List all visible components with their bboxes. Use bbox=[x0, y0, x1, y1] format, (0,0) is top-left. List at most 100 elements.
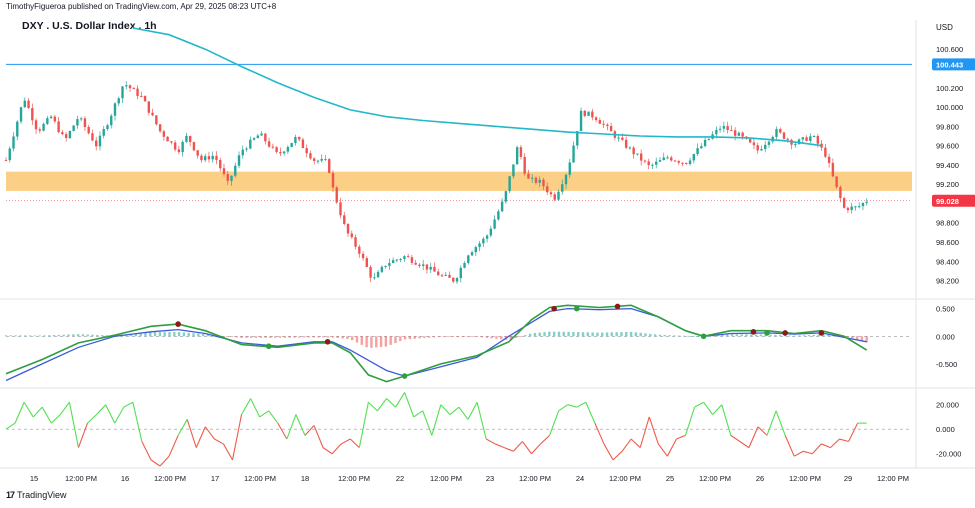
oscillator-segment bbox=[377, 398, 387, 412]
tradingview-logo-icon: 17 bbox=[6, 490, 15, 500]
time-tick-label: 12:00 PM bbox=[699, 474, 731, 483]
candle bbox=[470, 252, 474, 256]
oscillator-segment bbox=[186, 419, 197, 448]
histogram-bar bbox=[298, 336, 301, 338]
tradingview-brand: TradingView bbox=[17, 490, 67, 500]
candle bbox=[57, 121, 60, 133]
histogram-bar bbox=[379, 336, 383, 348]
histogram-bar bbox=[735, 334, 739, 337]
cross-marker bbox=[750, 329, 757, 335]
candle bbox=[493, 219, 496, 229]
time-tick-label: 12:00 PM bbox=[519, 474, 551, 483]
histogram-bar bbox=[293, 336, 296, 338]
signal-line bbox=[5, 307, 867, 382]
oscillator-tick-label: 0.000 bbox=[936, 425, 955, 434]
histogram-bar bbox=[629, 331, 633, 337]
candle bbox=[23, 100, 26, 108]
oscillator-segment bbox=[603, 443, 614, 461]
oscillator-segment bbox=[648, 416, 659, 445]
time-tick-label: 12:00 PM bbox=[338, 474, 370, 483]
oscillator-segment bbox=[132, 402, 143, 442]
candle bbox=[707, 138, 711, 140]
oscillator-segment bbox=[521, 441, 532, 455]
candle bbox=[842, 198, 846, 208]
candle bbox=[12, 136, 15, 149]
histogram-bar bbox=[822, 334, 825, 337]
tradingview-footer[interactable]: 17 TradingView bbox=[6, 490, 67, 500]
candle bbox=[68, 131, 72, 138]
candle bbox=[16, 121, 19, 137]
histogram-bar bbox=[687, 335, 690, 337]
oscillator-segment bbox=[567, 404, 577, 408]
candle bbox=[662, 157, 665, 161]
time-tick-label: 12:00 PM bbox=[244, 474, 276, 483]
candle bbox=[489, 228, 493, 236]
histogram-bar bbox=[807, 335, 811, 337]
histogram-bar bbox=[802, 335, 806, 337]
candle bbox=[173, 142, 177, 150]
histogram-bar bbox=[163, 332, 166, 337]
histogram-bar bbox=[288, 336, 291, 338]
price-tick-label: 100.000 bbox=[936, 103, 963, 112]
histogram-bar bbox=[317, 336, 320, 338]
candle bbox=[865, 201, 868, 203]
candle bbox=[523, 156, 526, 174]
candle bbox=[388, 263, 391, 266]
candle bbox=[542, 179, 545, 187]
candle bbox=[786, 138, 789, 140]
candle bbox=[632, 147, 635, 155]
candle bbox=[358, 246, 361, 254]
candle bbox=[594, 117, 598, 121]
histogram-bar bbox=[28, 335, 32, 337]
oscillator-segment bbox=[657, 443, 668, 457]
time-tick-label: 22 bbox=[396, 474, 404, 483]
histogram-bar bbox=[360, 336, 364, 345]
candle bbox=[591, 111, 594, 118]
oscillator-segment bbox=[114, 406, 125, 424]
oscillator-segment bbox=[712, 404, 723, 415]
histogram-bar bbox=[509, 336, 513, 340]
histogram-bar bbox=[860, 336, 864, 341]
candle bbox=[211, 155, 214, 160]
time-tick-label: 23 bbox=[486, 474, 494, 483]
candle bbox=[703, 139, 707, 147]
candle bbox=[406, 256, 410, 258]
candle bbox=[282, 151, 286, 154]
histogram-bar bbox=[43, 335, 46, 337]
histogram-bar bbox=[336, 336, 339, 339]
price-tick-label: 99.800 bbox=[936, 122, 959, 131]
candle bbox=[752, 142, 756, 146]
oscillator-segment bbox=[150, 459, 161, 467]
histogram-bar bbox=[153, 332, 157, 337]
histogram-bar bbox=[302, 336, 306, 338]
candle bbox=[677, 161, 680, 163]
candle bbox=[448, 274, 451, 278]
oscillator-tick-label: -20.000 bbox=[936, 450, 961, 459]
candle bbox=[215, 155, 218, 160]
candle bbox=[391, 260, 395, 264]
histogram-bar bbox=[519, 336, 522, 338]
candle bbox=[508, 176, 511, 192]
candle bbox=[827, 156, 831, 163]
time-axis: 15 12:00 PM 16 12:00 PM 17 12:00 PM 18 12:00 PM… bbox=[30, 474, 909, 483]
oscillator-segment bbox=[123, 401, 134, 408]
candle bbox=[373, 277, 376, 279]
histogram-bar bbox=[437, 336, 440, 338]
candle bbox=[320, 158, 323, 161]
candle bbox=[857, 206, 861, 208]
oscillator-segment bbox=[821, 443, 831, 449]
candle bbox=[42, 123, 45, 131]
candle bbox=[527, 173, 530, 179]
candle bbox=[297, 136, 301, 140]
main-pane: 100.600 100.200 100.000 99.800 99.600 99.400 9… bbox=[4, 27, 975, 286]
histogram-bar bbox=[254, 336, 258, 338]
candle bbox=[286, 147, 290, 152]
candle bbox=[155, 115, 158, 125]
candle bbox=[722, 126, 726, 129]
histogram-bar bbox=[495, 336, 498, 339]
candle bbox=[760, 149, 763, 151]
histogram-bar bbox=[19, 335, 22, 337]
candle bbox=[639, 153, 643, 161]
candle bbox=[839, 187, 842, 199]
